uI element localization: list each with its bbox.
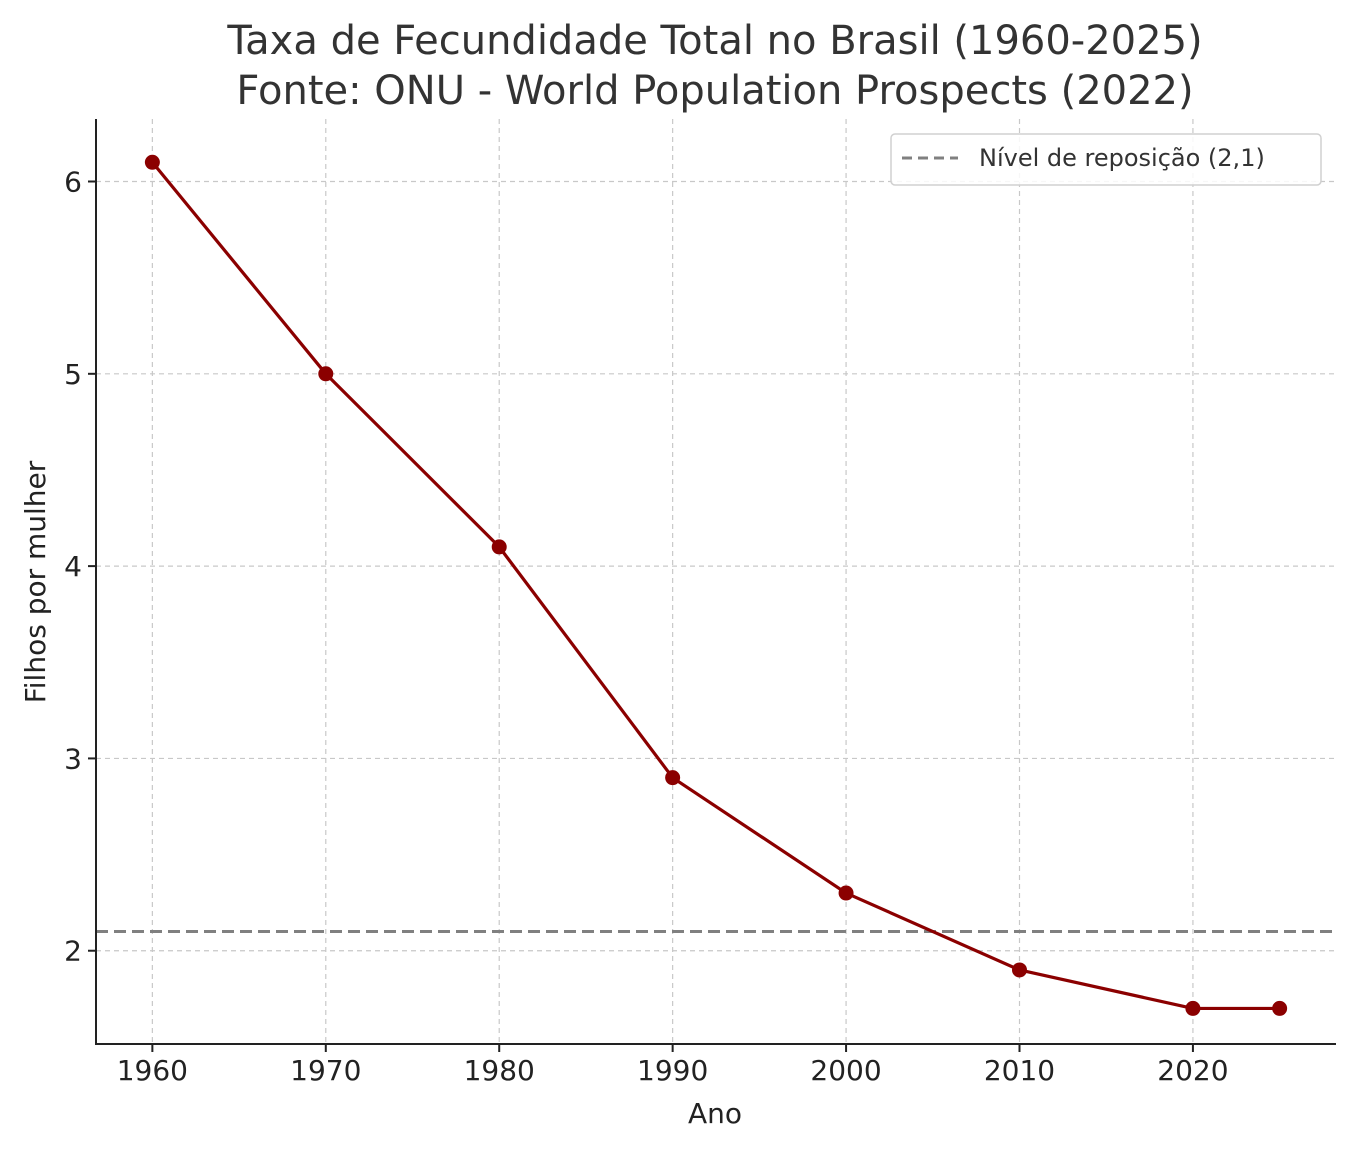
chart-title-line-1: Taxa de Fecundidade Total no Brasil (196…: [226, 18, 1202, 64]
data-point-1990: [665, 770, 681, 786]
x-tick-label: 1990: [637, 1054, 708, 1087]
x-tick-label: 2000: [810, 1054, 881, 1087]
y-axis-ticks: 2 3 4 5 6: [64, 166, 96, 968]
data-point-2025: [1272, 1000, 1288, 1016]
data-point-2010: [1011, 962, 1027, 978]
y-tick-label: 4: [64, 550, 82, 583]
data-point-1960: [144, 154, 160, 170]
x-tick-label: 1970: [290, 1054, 361, 1087]
x-tick-label: 2010: [984, 1054, 1055, 1087]
legend: Nível de reposição (2,1): [890, 133, 1322, 186]
y-tick-label: 5: [64, 358, 82, 391]
y-tick-label: 6: [64, 166, 82, 199]
series-line: [151, 161, 1280, 1011]
x-axis-ticks: 1960 1970 1980 1990 2000 2010 2020: [117, 1044, 1229, 1087]
x-tick-label: 2020: [1157, 1054, 1228, 1087]
y-tick-label: 3: [64, 742, 82, 775]
data-point-2020: [1185, 1000, 1201, 1016]
grid: [96, 119, 1336, 1044]
chart-title-line-2: Fonte: ONU - World Population Prospects …: [236, 68, 1193, 114]
y-tick-label: 2: [64, 935, 82, 968]
x-axis-label: Ano: [688, 1097, 742, 1130]
legend-reference-label: Nível de reposição (2,1): [979, 144, 1265, 172]
legend-box: [890, 133, 1322, 186]
x-tick-label: 1960: [117, 1054, 188, 1087]
series-group: [144, 154, 1288, 1016]
data-point-1980: [491, 539, 507, 555]
x-tick-label: 1980: [464, 1054, 535, 1087]
data-point-1970: [318, 366, 334, 382]
y-axis-label: Filhos por mulher: [19, 460, 52, 703]
data-point-2000: [838, 885, 854, 901]
